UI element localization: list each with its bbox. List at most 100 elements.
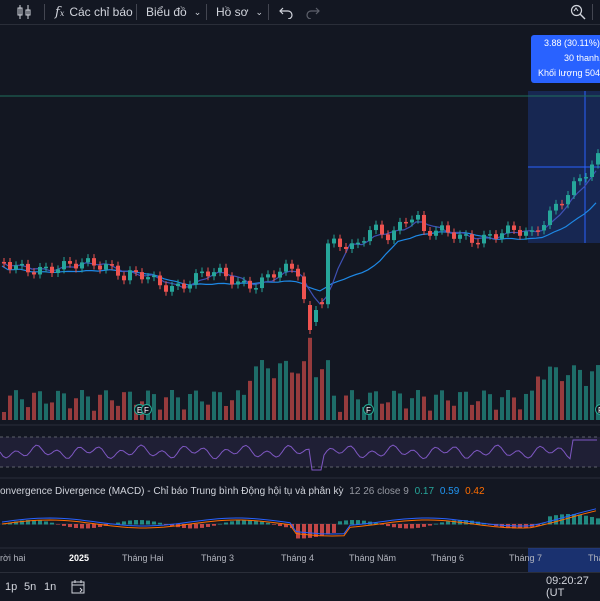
moving-average-line [1, 170, 597, 305]
price-chart[interactable] [0, 25, 600, 572]
candle [374, 224, 378, 231]
volume-bar [218, 392, 222, 420]
volume-bar [566, 375, 570, 420]
volume-bar [302, 361, 306, 420]
candle [200, 271, 204, 274]
volume-bar [98, 394, 102, 420]
volume-bar [314, 377, 318, 420]
event-badge[interactable]: F [141, 404, 152, 415]
macd-histogram-bar [188, 524, 192, 529]
candle [446, 225, 450, 233]
candle [32, 272, 36, 275]
volume-bar [236, 390, 240, 420]
candle [356, 242, 360, 245]
volume-bar [482, 390, 486, 420]
volume-bar [92, 410, 96, 420]
volume-bar [248, 380, 252, 420]
macd-histogram-bar [14, 521, 18, 525]
measure-tooltip: 3.88 (30.11%) 30 thanh, 4 Khối lượng 504 [531, 35, 600, 83]
time-axis-label: Tháng 6 [431, 553, 465, 563]
macd-legend[interactable]: onvergence Divergence (MACD) - Chỉ báo T… [0, 486, 485, 497]
rsi-band [0, 437, 600, 467]
volume-bar [206, 404, 210, 420]
candle [302, 276, 306, 300]
volume-bar [386, 402, 390, 420]
macd-histogram-bar [20, 520, 24, 525]
rsi-line [0, 439, 597, 471]
candle [20, 263, 24, 266]
macd-histogram-bar [380, 524, 384, 525]
candle [524, 231, 528, 236]
candle [74, 263, 78, 269]
candle [116, 265, 120, 276]
macd-histogram-bar [158, 522, 162, 525]
candle [158, 275, 162, 286]
volume-bar [224, 405, 228, 420]
volume-bar [596, 365, 600, 420]
volume-bar [428, 410, 432, 420]
calendar-icon[interactable] [71, 573, 85, 601]
candle [338, 238, 342, 247]
event-badge[interactable]: F [595, 404, 600, 415]
candle [422, 214, 426, 232]
volume-bar [518, 409, 522, 420]
interval-1d[interactable]: 1n [44, 581, 57, 593]
macd-histogram-bar [26, 520, 30, 525]
macd-histogram-bar [74, 524, 78, 528]
time-axis-label: rời hai [0, 553, 26, 563]
profile-button[interactable]: Hồ sơ ⌄ [216, 0, 263, 24]
volume-bar [590, 371, 594, 420]
macd-histogram-bar [86, 524, 90, 529]
volume-bar [338, 411, 342, 420]
volume-bar [152, 394, 156, 420]
candle [260, 277, 264, 289]
volume-bar [128, 391, 132, 420]
macd-signal-value: 0.42 [465, 486, 485, 497]
volume-bar [284, 360, 288, 420]
candles-icon[interactable] [16, 0, 32, 24]
event-badge[interactable]: F [363, 404, 374, 415]
macd-histogram-bar [38, 520, 42, 525]
profile-label: Hồ sơ [216, 5, 249, 19]
macd-histogram-bar [308, 524, 312, 538]
time-range-highlight [528, 548, 600, 572]
macd-histogram-bar [542, 523, 546, 525]
volume-bar [356, 399, 360, 420]
bottom-toolbar: 1p 5n 1n 09:20:27 (UT [0, 572, 600, 601]
volume-bar [32, 392, 36, 420]
candle [410, 219, 414, 223]
interval-5d[interactable]: 5n [24, 581, 37, 593]
volume-bar [86, 396, 90, 420]
candle [344, 246, 348, 249]
candle [98, 265, 102, 270]
chevron-down-icon: ⌄ [255, 6, 264, 17]
indicators-button[interactable]: fx Các chỉ báo [55, 0, 133, 24]
candle [332, 238, 336, 244]
volume-bar [398, 393, 402, 420]
macd-histogram-bar [440, 522, 444, 525]
interval-1m[interactable]: 1p [5, 581, 18, 593]
volume-bar [14, 390, 18, 420]
clock-display[interactable]: 09:20:27 (UT [546, 575, 589, 599]
volume-bar [188, 394, 192, 420]
redo-icon[interactable] [306, 0, 320, 24]
fx-icon: fx [55, 4, 65, 20]
volume-bar [122, 392, 126, 420]
macd-histogram-bar [8, 522, 12, 525]
candle [494, 234, 498, 239]
candle [362, 241, 366, 243]
candle [548, 210, 552, 226]
macd-histogram-bar [242, 520, 246, 525]
candle [500, 233, 504, 239]
macd-value: 0.17 [414, 486, 435, 497]
chart-type-button[interactable]: Biểu đồ ⌄ [146, 0, 201, 24]
undo-icon[interactable] [279, 0, 293, 24]
macd-histogram-bar [428, 524, 432, 526]
zoom-icon[interactable] [570, 0, 586, 24]
candle [128, 270, 132, 281]
volume-bar [20, 399, 24, 420]
volume-bar [194, 390, 198, 420]
macd-signal-line [1, 510, 597, 537]
macd-histogram-bar [410, 524, 414, 529]
candle [218, 267, 222, 273]
